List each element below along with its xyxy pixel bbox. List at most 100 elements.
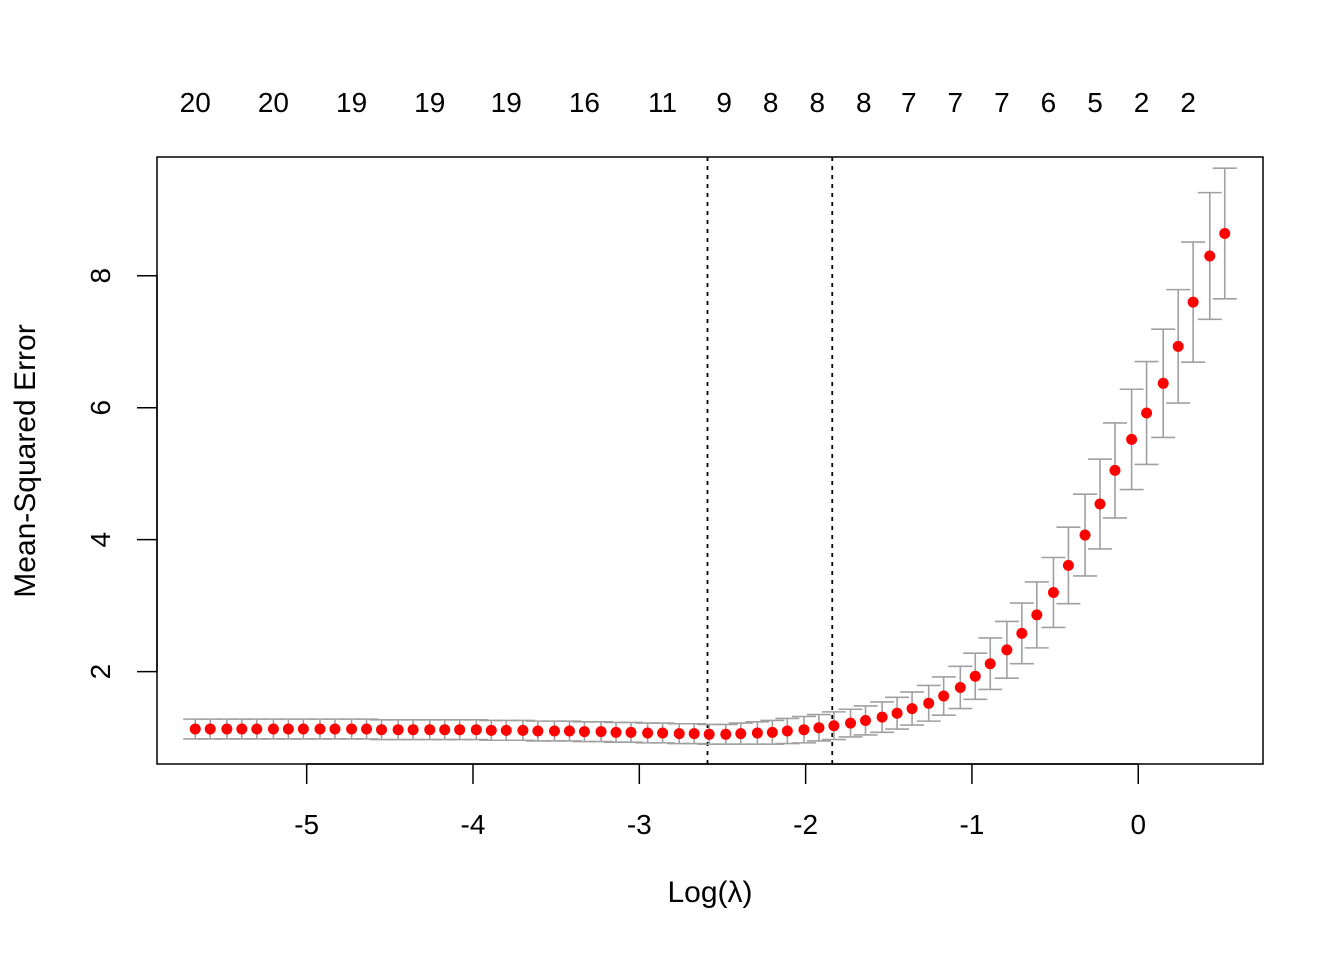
data-point — [642, 727, 654, 739]
data-point — [673, 728, 685, 740]
top-count-label: 2 — [1134, 87, 1150, 118]
top-count-label: 19 — [491, 87, 522, 118]
top-count-label: 19 — [336, 87, 367, 118]
data-point — [688, 728, 700, 740]
top-count-label: 20 — [180, 87, 211, 118]
x-tick-label: -3 — [627, 809, 652, 840]
data-point — [813, 722, 825, 734]
data-point — [1187, 296, 1199, 308]
data-point — [517, 724, 529, 736]
top-count-label: 7 — [901, 87, 917, 118]
data-point — [610, 726, 622, 738]
data-point — [1001, 644, 1013, 656]
data-point — [1094, 498, 1106, 510]
x-tick-label: -5 — [294, 809, 319, 840]
top-count-label: 6 — [1041, 87, 1057, 118]
data-point — [563, 725, 575, 737]
top-count-label: 11 — [648, 87, 677, 118]
data-point — [424, 724, 436, 736]
data-point — [657, 727, 669, 739]
y-tick-label: 4 — [85, 532, 116, 548]
x-tick-label: 0 — [1130, 809, 1146, 840]
data-point — [1031, 609, 1043, 621]
data-point — [346, 723, 358, 735]
x-tick-label: -2 — [793, 809, 818, 840]
data-point — [703, 728, 715, 740]
data-point — [735, 728, 747, 740]
data-point — [548, 725, 560, 737]
data-point — [485, 724, 497, 736]
x-tick-label: -4 — [461, 809, 486, 840]
plot-frame — [156, 156, 1264, 765]
data-point — [392, 724, 404, 736]
data-point — [876, 711, 888, 723]
y-tick-label: 8 — [85, 268, 116, 284]
data-point — [860, 714, 872, 726]
data-point — [625, 726, 637, 738]
top-count-label: 2 — [1180, 87, 1196, 118]
data-point — [984, 658, 996, 670]
y-axis-label: Mean-Squared Error — [9, 324, 42, 597]
x-axis-label: Log(λ) — [667, 876, 752, 909]
data-point — [221, 723, 233, 735]
data-point — [376, 724, 388, 736]
data-point — [1204, 250, 1216, 262]
data-point — [204, 723, 216, 735]
x-tick-label: -1 — [959, 809, 984, 840]
data-point — [282, 723, 294, 735]
data-point — [470, 724, 482, 736]
top-axis-counts: 20 20 19 19 19 16 11 9 8 8 8 7 7 7 6 5 2 2 — [180, 87, 1196, 118]
data-point — [954, 681, 966, 693]
data-points — [189, 228, 1231, 740]
error-bars — [183, 167, 1237, 746]
data-point — [906, 703, 918, 715]
data-point — [781, 725, 793, 737]
data-point — [845, 717, 857, 729]
x-axis: -5 -4 -3 -2 -1 0 — [294, 763, 1146, 840]
data-point — [938, 690, 950, 702]
data-point — [439, 724, 451, 736]
y-tick-label: 2 — [85, 664, 116, 680]
data-point — [751, 727, 763, 739]
data-point — [923, 697, 935, 709]
data-point — [1126, 433, 1138, 445]
data-point — [798, 724, 810, 736]
data-point — [828, 720, 840, 732]
data-point — [236, 723, 248, 735]
reference-lines — [706, 157, 834, 764]
top-count-label: 8 — [856, 87, 872, 118]
data-point — [314, 723, 326, 735]
top-count-label: 7 — [994, 87, 1010, 118]
data-point — [189, 723, 201, 735]
data-point — [251, 723, 263, 735]
data-point — [720, 728, 732, 740]
data-point — [1109, 464, 1121, 476]
data-point — [407, 724, 419, 736]
data-point — [454, 724, 466, 736]
y-axis: 2 4 6 8 — [85, 268, 158, 680]
data-point — [267, 723, 279, 735]
top-count-label: 16 — [569, 87, 600, 118]
top-count-label: 9 — [716, 87, 732, 118]
y-tick-label: 6 — [85, 400, 116, 416]
data-point — [1016, 627, 1028, 639]
data-point — [891, 707, 903, 719]
data-point — [1141, 407, 1153, 419]
top-count-label: 8 — [809, 87, 825, 118]
top-count-label: 5 — [1087, 87, 1103, 118]
data-point — [297, 723, 309, 735]
data-point — [766, 726, 778, 738]
data-point — [1047, 586, 1059, 598]
data-point — [361, 723, 373, 735]
data-point — [1219, 228, 1231, 240]
top-count-label: 19 — [414, 87, 445, 118]
data-point — [329, 723, 341, 735]
top-count-label: 8 — [763, 87, 779, 118]
data-point — [1062, 559, 1074, 571]
data-point — [1172, 340, 1184, 352]
data-point — [969, 670, 981, 682]
data-point — [595, 726, 607, 738]
data-point — [578, 726, 590, 738]
